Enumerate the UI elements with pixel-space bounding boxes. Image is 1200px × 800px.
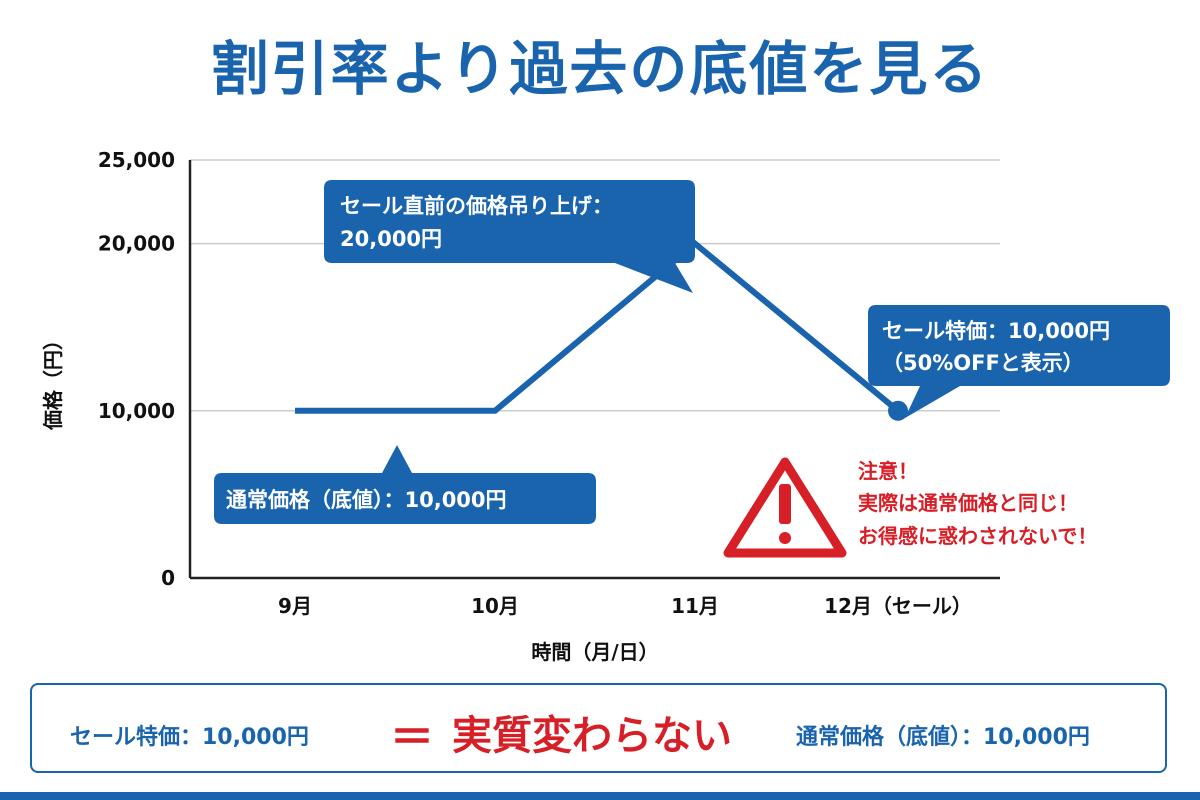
warning-line-1: 注意！ bbox=[858, 459, 918, 483]
series-line bbox=[295, 239, 900, 414]
page-title: 割引率より過去の底値を見る bbox=[210, 35, 990, 103]
callout-regular-price: 通常価格（底値）：10,000円 bbox=[214, 445, 596, 524]
callout-regular-price-line-1: 通常価格（底値）：10,000円 bbox=[226, 488, 507, 512]
callout-price-hike: セール直前の価格吊り上げ： 20,000円 bbox=[324, 180, 695, 293]
y-tick-label: 10,000 bbox=[98, 399, 175, 423]
callout-sale-price-line-1: セール特価：10,000円 bbox=[882, 319, 1110, 343]
callout-sale-price: セール特価：10,000円 （50%OFFと表示） bbox=[868, 305, 1170, 418]
x-tick-label: 10月 bbox=[471, 594, 519, 618]
y-tick-label: 0 bbox=[161, 566, 175, 590]
summary-box: セール特価：10,000円 ＝ 実質変わらない 通常価格（底値）：10,000円 bbox=[30, 683, 1167, 773]
summary-conclusion: 実質変わらない bbox=[452, 713, 732, 759]
axes bbox=[188, 160, 1000, 580]
warning-line-3: お得感に惑わされないで！ bbox=[858, 524, 1097, 548]
line-chart: 0 10,000 20,000 25,000 9月 10月 11月 12月（セール） 時間（… bbox=[41, 148, 1170, 664]
warning-exclamation-bar bbox=[779, 484, 791, 524]
data-point-marker bbox=[888, 400, 908, 421]
warning-line-2: 実際は通常価格と同じ！ bbox=[858, 491, 1078, 515]
y-tick-label: 25,000 bbox=[98, 148, 175, 172]
warning-exclamation-dot bbox=[779, 532, 791, 544]
y-tick-label: 20,000 bbox=[98, 232, 175, 256]
y-axis-label: 価格（円） bbox=[41, 330, 65, 431]
y-tick-labels: 0 10,000 20,000 25,000 bbox=[98, 148, 175, 590]
series-layer bbox=[295, 239, 908, 421]
callout-price-hike-line-2: 20,000円 bbox=[340, 227, 442, 251]
callout-price-hike-line-1: セール直前の価格吊り上げ： bbox=[340, 194, 613, 218]
x-tick-label: 11月 bbox=[671, 594, 719, 618]
warning-note: 注意！ 実際は通常価格と同じ！ お得感に惑わされないで！ bbox=[723, 457, 1097, 558]
x-tick-labels: 9月 10月 11月 12月（セール） bbox=[278, 594, 972, 618]
summary-equals-sign: ＝ bbox=[390, 712, 434, 763]
callout-sale-price-line-2: （50%OFFと表示） bbox=[882, 351, 1084, 375]
bottom-bar bbox=[0, 792, 1200, 800]
summary-regular-price: 通常価格（底値）：10,000円 bbox=[796, 725, 1090, 750]
x-tick-label: 9月 bbox=[278, 594, 312, 618]
x-tick-label: 12月（セール） bbox=[824, 594, 972, 618]
summary-sale-price: セール特価：10,000円 bbox=[70, 725, 309, 750]
x-axis-label: 時間（月/日） bbox=[531, 640, 658, 664]
